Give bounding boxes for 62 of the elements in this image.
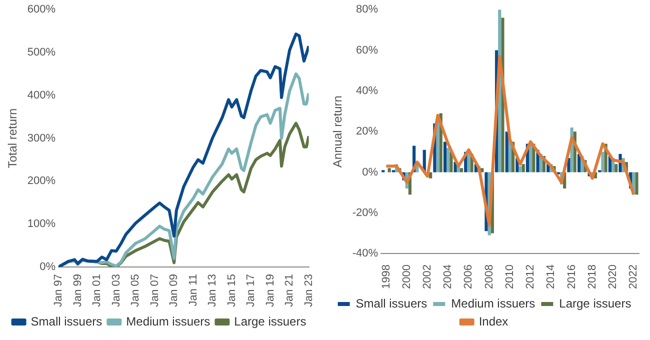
x-tick-label: Jan 97 [52,274,65,308]
x-tick-label: Jan 19 [264,274,276,308]
bar [505,132,508,172]
bar [443,142,447,172]
bar [446,148,450,172]
x-tick-label: 1998 [380,264,392,290]
legend-label: Small issuers [356,296,428,310]
y-tick-label: 100% [27,218,56,230]
x-tick-label: Jan 99 [72,274,84,308]
y-tick-label: 0% [40,261,56,274]
y-axis-title: Annual return [330,96,345,168]
x-tick-label: Jan 23 [302,274,315,308]
y-tick-label: -20% [352,206,378,219]
bar [460,168,464,172]
x-tick-label: 2014 [545,264,558,290]
x-tick-label: 2020 [607,264,620,290]
legend-label: Large issuers [234,314,306,328]
x-tick-label: 2010 [504,264,516,290]
legend-label: Large issuers [559,296,632,310]
legend-label: Index [478,314,508,328]
x-tick-label: Jan 01 [91,274,104,308]
bar [518,166,522,172]
legend-label: Medium issuers [126,314,210,328]
y-tick-label: 80% [356,4,378,16]
x-tick-label: 2016 [566,264,578,290]
y-tick-label: 20% [356,126,378,138]
x-tick-label: 2012 [524,264,537,290]
x-tick-label: 2018 [586,264,598,290]
x-tick-label: 2002 [422,264,434,290]
x-tick-label: Jan 15 [226,274,238,308]
x-tick-label: Jan 21 [284,274,296,308]
legend-label: Small issuers [30,314,102,328]
y-tick-label: 200% [27,175,56,188]
x-tick-label: Jan 17 [245,274,258,308]
y-axis-title: Total return [6,108,20,168]
x-tick-label: 2008 [483,264,496,290]
x-tick-label: 2006 [462,264,475,290]
y-tick-label: 400% [27,89,56,102]
bar [436,121,440,172]
y-tick-label: 40% [356,84,378,97]
x-tick-label: Jan 09 [168,274,180,308]
bar [601,152,604,172]
y-tick-label: 0% [362,166,378,178]
y-tick-label: 60% [356,44,378,56]
y-tick-label: 300% [27,132,56,144]
bar [429,172,432,178]
y-tick-label: 500% [27,46,56,59]
x-tick-label: 2022 [628,264,640,290]
x-tick-label: Jan 11 [187,274,200,306]
bar [388,168,391,172]
x-tick-label: Jan 07 [148,274,161,308]
x-tick-label: Jan 05 [130,274,142,308]
bar [635,172,638,195]
bar [614,164,618,172]
y-tick-label: 600% [27,4,56,16]
x-tick-label: 2000 [400,264,413,290]
y-tick-label: -40% [352,248,378,260]
legend-label: Medium issuers [451,296,536,310]
bar [522,164,525,172]
x-tick-label: 2004 [442,264,454,290]
x-tick-label: Jan 13 [206,274,219,308]
x-tick-label: Jan 03 [110,274,122,308]
